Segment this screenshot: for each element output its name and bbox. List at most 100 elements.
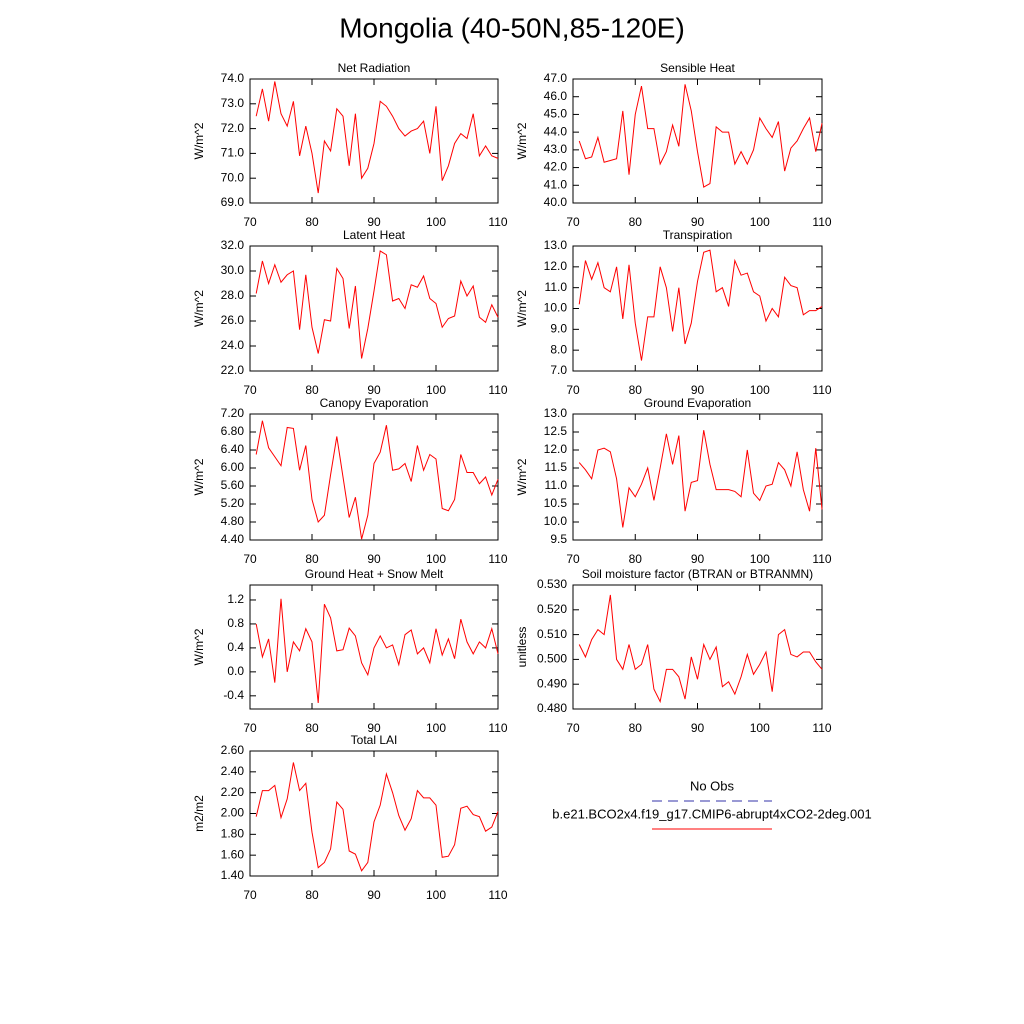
y-tick-label: 30.0 — [221, 263, 245, 277]
legend-label: No Obs — [690, 778, 735, 793]
y-axis-label: unitless — [515, 627, 529, 668]
x-tick-label: 70 — [566, 215, 580, 229]
y-tick-label: 22.0 — [221, 363, 245, 377]
x-tick-label: 100 — [750, 215, 770, 229]
y-tick-label: 10.0 — [544, 514, 568, 528]
y-tick-label: 40.0 — [544, 195, 568, 209]
panel-title: Sensible Heat — [660, 61, 735, 75]
figure-title: Mongolia (40-50N,85-120E) — [339, 12, 685, 43]
y-axis-label: W/m^2 — [515, 290, 529, 327]
y-tick-label: 43.0 — [544, 142, 568, 156]
y-tick-label: 46.0 — [544, 89, 568, 103]
panel-title: Ground Heat + Snow Melt — [305, 567, 444, 581]
x-tick-label: 70 — [243, 888, 257, 902]
y-tick-label: 69.0 — [221, 195, 245, 209]
panel-title: Ground Evaporation — [644, 396, 751, 410]
data-line — [255, 598, 499, 704]
data-line — [255, 420, 499, 540]
y-tick-label: 41.0 — [544, 177, 568, 191]
y-tick-label: 73.0 — [221, 96, 245, 110]
plot-frame — [249, 750, 499, 877]
x-tick-label: 80 — [305, 215, 319, 229]
x-tick-label: 110 — [488, 215, 507, 229]
panel-title: Soil moisture factor (BTRAN or BTRANMN) — [582, 567, 813, 581]
x-tick-label: 100 — [426, 215, 446, 229]
y-tick-label: 70.0 — [221, 170, 245, 184]
panel-title: Total LAI — [351, 733, 398, 747]
y-tick-label: 10.5 — [544, 496, 568, 510]
y-tick-label: 4.40 — [221, 532, 245, 546]
y-tick-label: 6.80 — [221, 424, 245, 438]
y-tick-label: 8.0 — [550, 342, 567, 356]
x-tick-label: 110 — [812, 721, 831, 735]
x-tick-label: 90 — [691, 721, 705, 735]
y-tick-label: 2.00 — [221, 806, 245, 820]
data-line — [255, 81, 499, 194]
x-tick-label: 100 — [426, 383, 446, 397]
y-axis-label: W/m^2 — [515, 458, 529, 495]
y-tick-label: 10.0 — [544, 301, 568, 315]
x-tick-label: 100 — [750, 383, 770, 397]
x-tick-label: 110 — [488, 721, 507, 735]
x-tick-label: 80 — [305, 888, 319, 902]
y-tick-label: -0.4 — [223, 688, 244, 702]
data-line — [255, 762, 499, 872]
x-tick-label: 80 — [629, 721, 643, 735]
y-tick-label: 2.20 — [221, 785, 245, 799]
y-tick-label: 74.0 — [221, 71, 245, 85]
plot-frame — [572, 584, 823, 710]
y-axis-label: W/m^2 — [192, 458, 206, 495]
y-tick-label: 28.0 — [221, 288, 245, 302]
plot-frame — [572, 245, 823, 372]
x-tick-label: 110 — [488, 888, 507, 902]
panel-title: Canopy Evaporation — [320, 396, 429, 410]
x-tick-label: 90 — [691, 383, 705, 397]
panel-title: Net Radiation — [338, 61, 411, 75]
y-tick-label: 0.0 — [227, 664, 244, 678]
x-tick-label: 80 — [629, 383, 643, 397]
x-tick-label: 90 — [691, 552, 705, 566]
x-tick-label: 80 — [629, 552, 643, 566]
y-tick-label: 13.0 — [544, 406, 568, 420]
panel-title: Latent Heat — [343, 228, 406, 242]
y-tick-label: 42.0 — [544, 160, 568, 174]
y-tick-label: 24.0 — [221, 338, 245, 352]
x-tick-label: 90 — [367, 721, 381, 735]
x-tick-label: 90 — [691, 215, 705, 229]
y-tick-label: 6.00 — [221, 460, 245, 474]
y-tick-label: 7.0 — [550, 363, 567, 377]
x-tick-label: 70 — [566, 721, 580, 735]
y-axis-label: W/m^2 — [192, 290, 206, 327]
panel-title: Transpiration — [663, 228, 733, 242]
y-tick-label: 0.480 — [537, 701, 567, 715]
y-tick-label: 5.20 — [221, 496, 245, 510]
data-line — [578, 594, 823, 704]
y-tick-label: 0.4 — [227, 640, 244, 654]
y-tick-label: 12.0 — [544, 259, 568, 273]
x-tick-label: 90 — [367, 552, 381, 566]
x-tick-label: 100 — [426, 888, 446, 902]
x-tick-label: 90 — [367, 383, 381, 397]
data-line — [578, 249, 823, 361]
x-tick-label: 70 — [566, 552, 580, 566]
y-axis-label: m2/m2 — [192, 795, 206, 832]
y-tick-label: 2.40 — [221, 764, 245, 778]
y-tick-label: 44.0 — [544, 124, 568, 138]
y-tick-label: 32.0 — [221, 238, 245, 252]
y-tick-label: 5.60 — [221, 478, 245, 492]
x-tick-label: 100 — [426, 721, 446, 735]
y-axis-label: W/m^2 — [515, 122, 529, 159]
y-tick-label: 47.0 — [544, 71, 568, 85]
y-tick-label: 0.520 — [537, 602, 567, 616]
x-tick-label: 70 — [243, 215, 257, 229]
y-tick-label: 13.0 — [544, 238, 568, 252]
x-tick-label: 110 — [488, 383, 507, 397]
y-tick-label: 0.8 — [227, 616, 244, 630]
y-tick-label: 2.60 — [221, 743, 245, 757]
x-tick-label: 70 — [243, 552, 257, 566]
y-tick-label: 9.5 — [550, 532, 567, 546]
data-line — [578, 430, 823, 528]
y-tick-label: 45.0 — [544, 107, 568, 121]
x-tick-label: 100 — [750, 552, 770, 566]
